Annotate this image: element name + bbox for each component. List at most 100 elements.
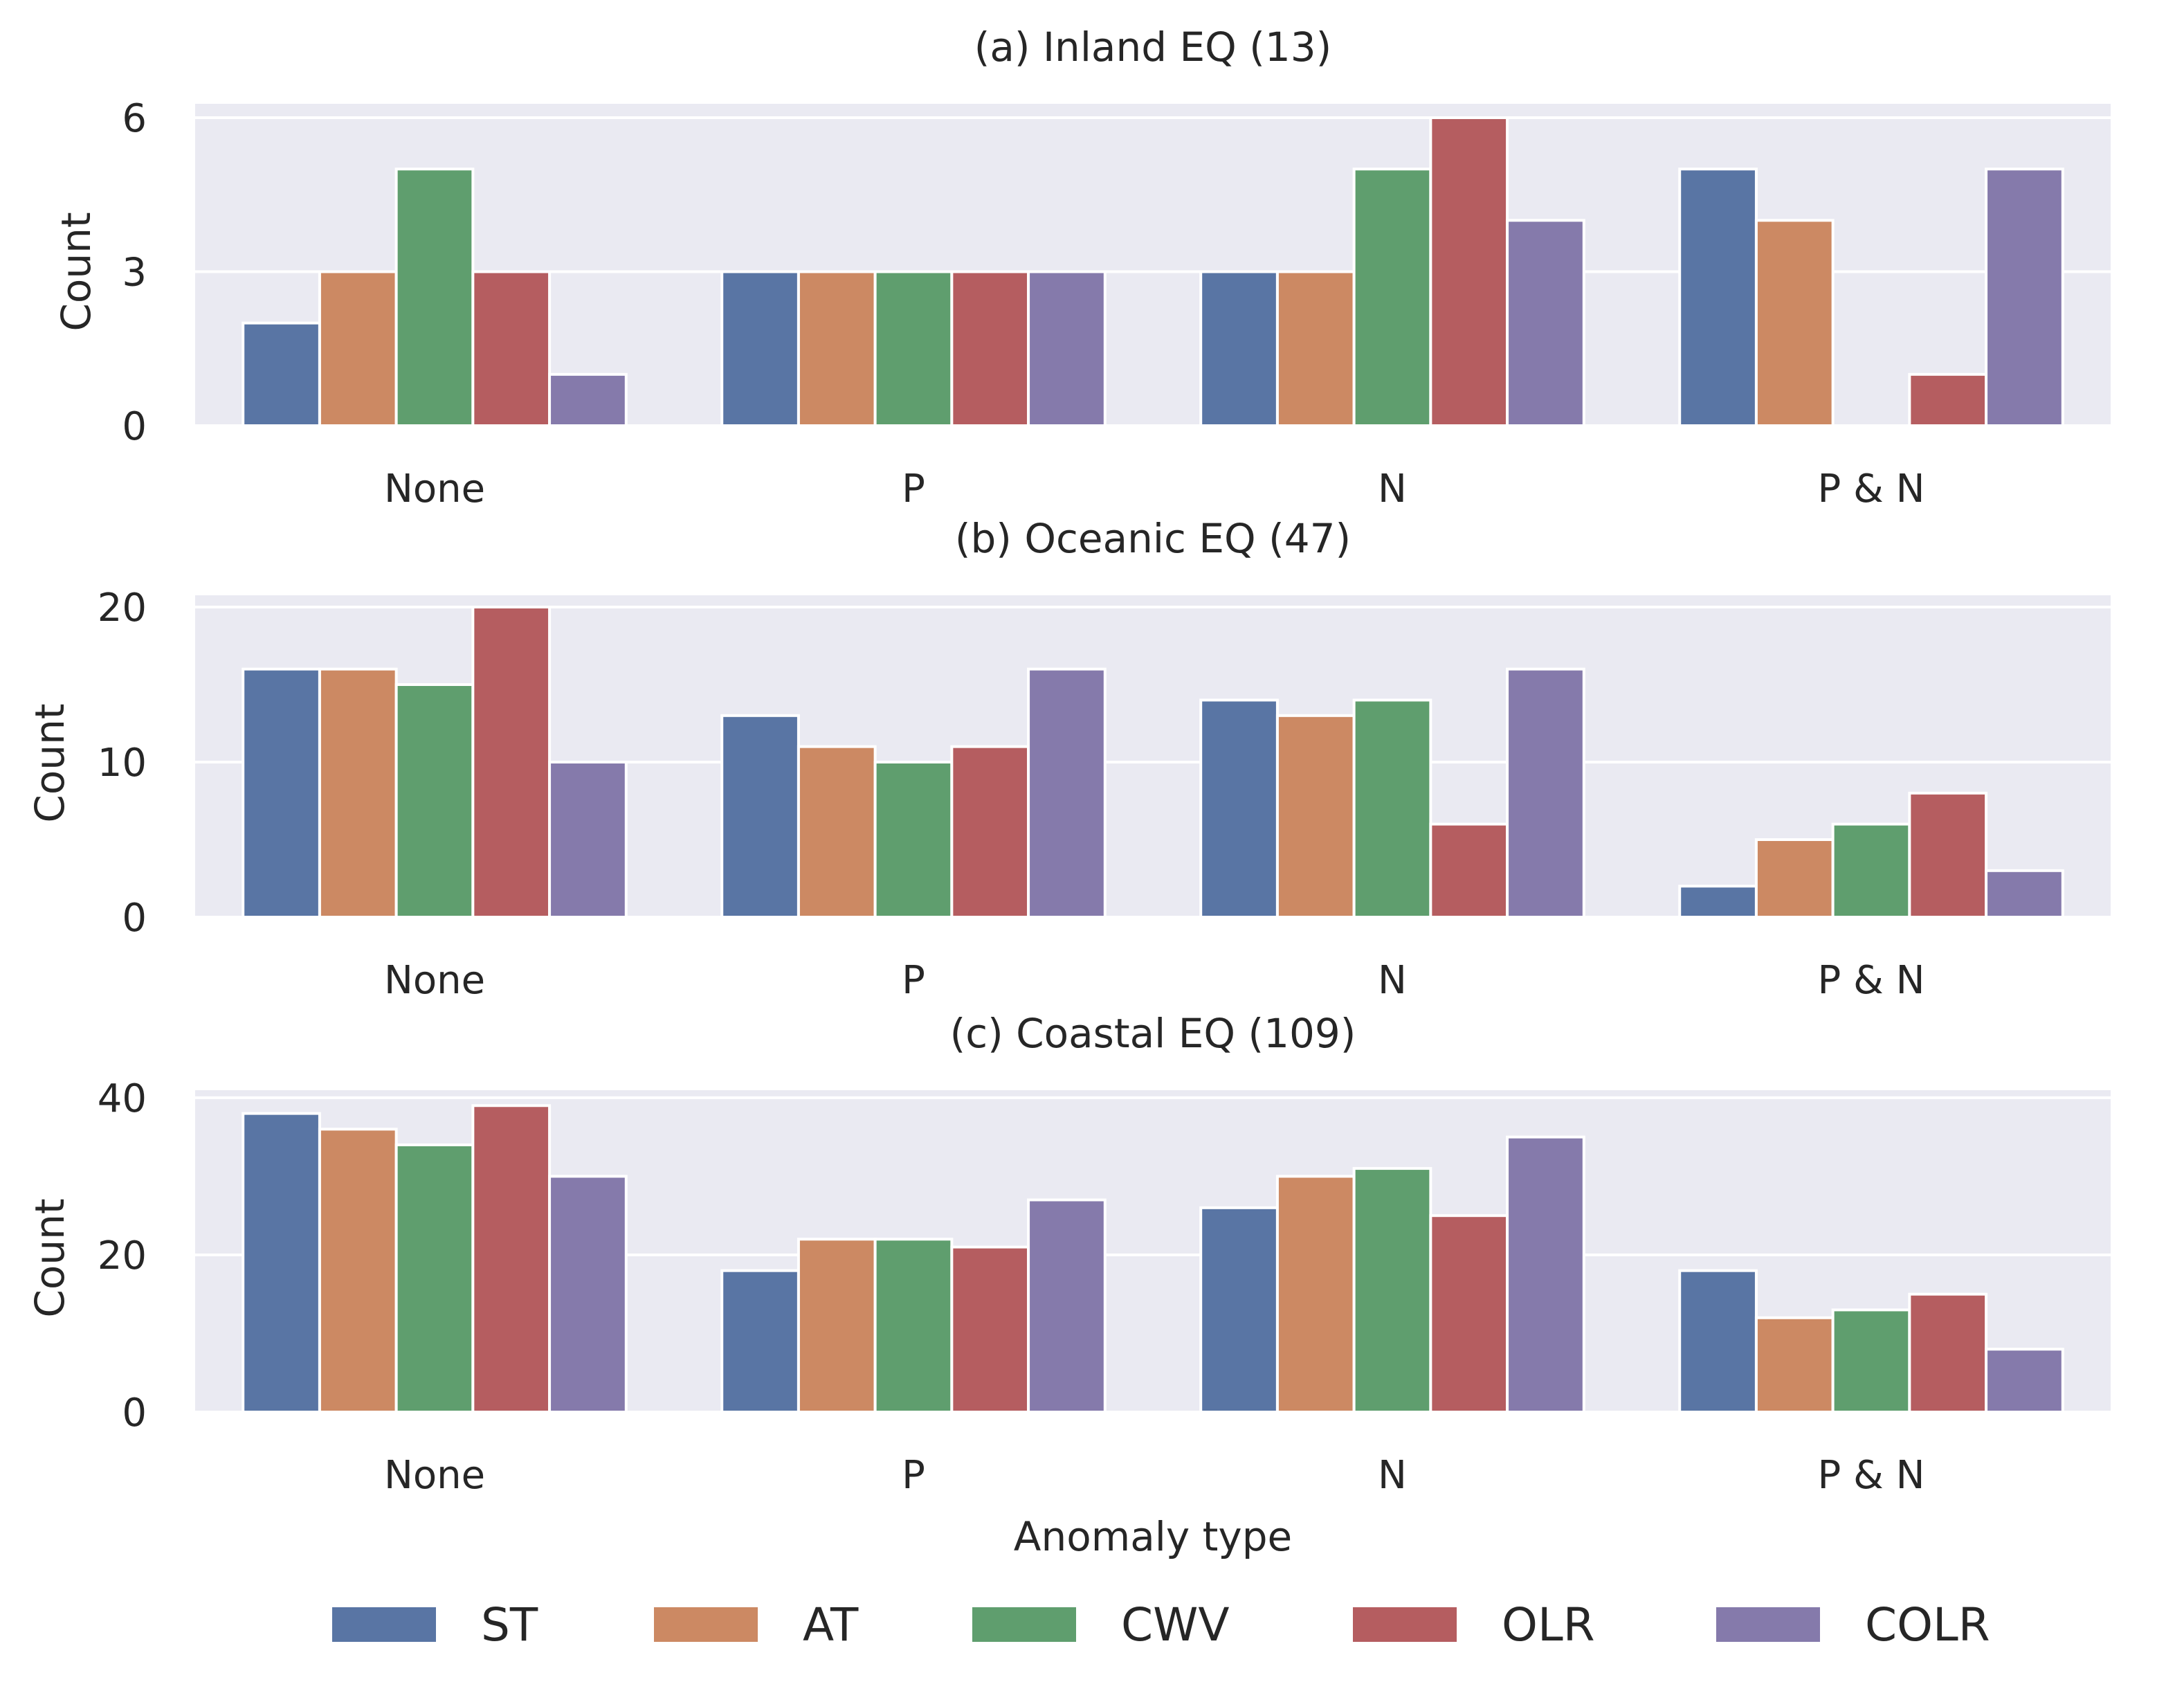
- bar-st-0: [242, 321, 321, 428]
- y-tick-label: 0: [122, 404, 147, 449]
- bar-st-1: [720, 1269, 800, 1413]
- panel-title: (a) Inland EQ (13): [974, 24, 1332, 71]
- y-tick-label: 6: [122, 96, 147, 141]
- legend-label-cwv: CWV: [1121, 1598, 1230, 1652]
- x-tick-label: N: [1378, 958, 1407, 1003]
- bar-olr-3: [1908, 372, 1988, 428]
- bar-olr-1: [950, 270, 1030, 427]
- y-axis-label: Count: [53, 212, 100, 331]
- y-tick-label: 0: [122, 1391, 147, 1436]
- bar-colr-3: [1985, 869, 2064, 919]
- bar-colr-2: [1506, 667, 1585, 919]
- legend-label-colr: COLR: [1865, 1598, 1990, 1652]
- bar-olr-2: [1429, 1214, 1509, 1413]
- legend-label-st: ST: [481, 1598, 538, 1652]
- bar-st-3: [1678, 885, 1758, 919]
- bar-at-2: [1275, 714, 1356, 919]
- bar-olr-3: [1908, 1292, 1988, 1413]
- legend-swatch-at: [654, 1607, 758, 1642]
- bar-colr-1: [1027, 1198, 1107, 1413]
- panel-title: (b) Oceanic EQ (47): [955, 515, 1351, 562]
- bar-colr-1: [1027, 270, 1107, 427]
- bar-colr-2: [1506, 219, 1585, 427]
- x-axis-label: Anomaly type: [1014, 1513, 1292, 1560]
- bar-st-0: [242, 1112, 321, 1413]
- bar-colr-2: [1506, 1135, 1585, 1413]
- bar-colr-0: [548, 1175, 628, 1413]
- panel-1: 0 10 20 None P N P & N (b) Oceanic EQ (47) Count: [26, 515, 2111, 1003]
- bar-cwv-3: [1831, 1308, 1911, 1413]
- legend-label-at: AT: [803, 1598, 859, 1652]
- bar-colr-0: [548, 372, 628, 428]
- bar-olr-2: [1429, 116, 1509, 427]
- bar-olr-3: [1908, 791, 1988, 919]
- bar-st-0: [242, 667, 321, 919]
- x-tick-label: P: [902, 1453, 925, 1498]
- x-tick-label: N: [1378, 1453, 1407, 1498]
- bar-olr-0: [471, 270, 552, 427]
- bar-at-3: [1754, 838, 1835, 919]
- bar-at-0: [318, 270, 398, 427]
- bar-at-1: [797, 1238, 877, 1413]
- bar-at-1: [797, 270, 877, 427]
- x-tick-label: P & N: [1818, 1453, 1925, 1498]
- bar-at-0: [318, 667, 398, 919]
- legend-swatch-st: [332, 1607, 436, 1642]
- panel-title: (c) Coastal EQ (109): [950, 1010, 1356, 1057]
- bar-cwv-0: [394, 1143, 475, 1413]
- y-tick-label: 20: [98, 586, 147, 631]
- bar-st-3: [1678, 1269, 1758, 1413]
- x-tick-label: P: [902, 467, 925, 512]
- bar-colr-0: [548, 761, 628, 919]
- panel-0: 0 3 6 None P N P & N (a) Inland EQ (13) Count: [53, 24, 2111, 512]
- legend-swatch-colr: [1716, 1607, 1820, 1642]
- legend-label-olr: OLR: [1502, 1598, 1595, 1652]
- bar-cwv-3: [1831, 822, 1911, 919]
- x-tick-label: None: [384, 467, 485, 512]
- bar-cwv-1: [873, 270, 954, 427]
- y-tick-label: 10: [98, 741, 147, 786]
- bar-olr-0: [471, 1104, 552, 1413]
- bar-st-2: [1199, 270, 1279, 427]
- x-tick-label: None: [384, 1453, 485, 1498]
- bar-olr-0: [471, 606, 552, 919]
- legend-swatch-olr: [1353, 1607, 1457, 1642]
- bar-cwv-2: [1352, 168, 1432, 427]
- bar-cwv-0: [394, 168, 475, 427]
- bar-colr-3: [1985, 168, 2064, 427]
- bar-st-1: [720, 714, 800, 919]
- bar-st-1: [720, 270, 800, 427]
- x-tick-label: N: [1378, 467, 1407, 512]
- bar-cwv-1: [873, 1238, 954, 1413]
- x-tick-label: None: [384, 958, 485, 1003]
- y-tick-label: 20: [98, 1233, 147, 1278]
- bar-olr-1: [950, 1245, 1030, 1413]
- bar-colr-1: [1027, 667, 1107, 919]
- x-tick-label: P: [902, 958, 925, 1003]
- bar-olr-2: [1429, 822, 1509, 919]
- y-tick-label: 3: [122, 251, 147, 296]
- x-tick-label: P & N: [1818, 958, 1925, 1003]
- y-tick-label: 40: [98, 1076, 147, 1121]
- bar-at-3: [1754, 219, 1835, 427]
- bar-st-2: [1199, 698, 1279, 919]
- bar-st-3: [1678, 168, 1758, 427]
- bar-cwv-1: [873, 761, 954, 919]
- legend: ST AT CWV OLR COLR: [332, 1598, 1990, 1652]
- bar-st-2: [1199, 1206, 1279, 1413]
- y-axis-label: Count: [26, 1198, 73, 1317]
- bar-at-2: [1275, 1175, 1356, 1413]
- bar-colr-3: [1985, 1348, 2064, 1413]
- bar-cwv-2: [1352, 1167, 1432, 1413]
- bar-at-0: [318, 1128, 398, 1413]
- bar-olr-1: [950, 745, 1030, 919]
- y-tick-label: 0: [122, 896, 147, 941]
- legend-swatch-cwv: [972, 1607, 1076, 1642]
- bar-at-3: [1754, 1316, 1835, 1413]
- panel-2: 0 20 40 None P N P & N (c) Coastal EQ (109) Coun…: [26, 1010, 2111, 1498]
- bar-cwv-2: [1352, 698, 1432, 919]
- bar-at-1: [797, 745, 877, 919]
- bar-at-2: [1275, 270, 1356, 427]
- y-axis-label: Count: [26, 703, 73, 822]
